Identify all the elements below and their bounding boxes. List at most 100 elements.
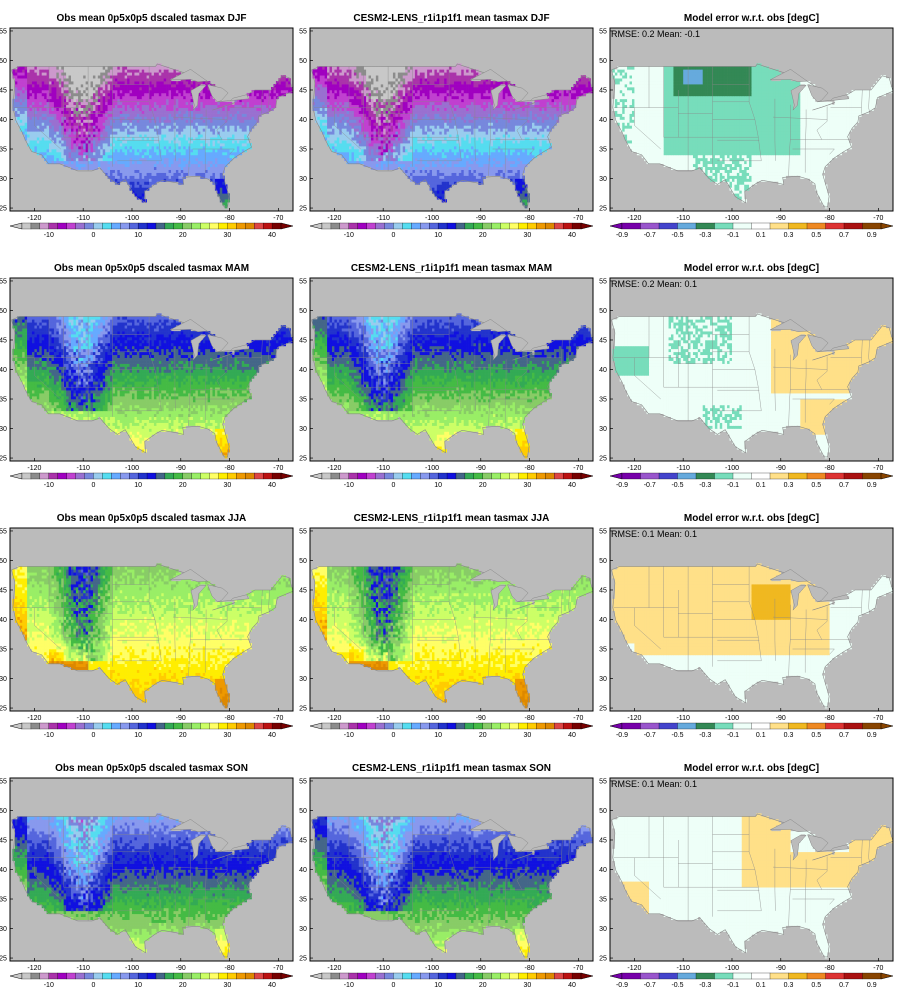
temperature-colorbar-swatch: [120, 223, 129, 229]
temperature-colorbar-swatch: [40, 223, 49, 229]
lat-tick-label: 50: [299, 808, 307, 815]
temperature-colorbar-swatch: [527, 723, 536, 729]
error-colorbar-label: 0.5: [811, 482, 821, 489]
temperature-colorbar-swatch: [58, 223, 67, 229]
temperature-colorbar-swatch: [456, 223, 465, 229]
error-colorbar-label: -0.3: [699, 482, 711, 489]
temperature-colorbar-swatch: [340, 723, 349, 729]
error-colorbar-swatch: [826, 973, 845, 979]
temperature-colorbar-swatch: [102, 723, 111, 729]
temperature-colorbar-swatch: [85, 223, 94, 229]
error-colorbar-swatch: [807, 473, 826, 479]
temperature-colorbar-swatch: [102, 473, 111, 479]
error-colorbar-swatch: [789, 223, 808, 229]
temperature-colorbar-swatch: [210, 223, 219, 229]
lon-tick-label: -110: [76, 465, 90, 472]
temperature-colorbar-swatch: [40, 973, 49, 979]
temperature-colorbar-swatch: [465, 473, 474, 479]
error-colorbar-swatch: [770, 473, 789, 479]
lat-tick-label: 55: [0, 778, 7, 785]
temperature-colorbar-swatch: [349, 223, 358, 229]
lat-tick-label: 55: [299, 278, 307, 285]
temperature-colorbar-swatch: [22, 473, 31, 479]
error-colorbar-high-extension: [881, 973, 893, 979]
error-colorbar-swatch: [622, 973, 641, 979]
lat-tick-label: 35: [299, 147, 307, 154]
temperature-colorbar-swatch: [563, 723, 572, 729]
lon-tick-label: -70: [873, 715, 883, 722]
temperature-colorbar-swatch: [429, 223, 438, 229]
lon-tick-label: -100: [125, 465, 139, 472]
temperature-colorbar-swatch: [385, 723, 394, 729]
error-colorbar-swatch: [696, 973, 715, 979]
temperature-colorbar-swatch: [174, 973, 183, 979]
error-colorbar-label: 0.1: [756, 232, 766, 239]
temperature-colorbar-swatch: [58, 973, 67, 979]
error-colorbar-label: 0.1: [756, 982, 766, 989]
lon-tick-label: -80: [825, 215, 835, 222]
error-colorbar-label: 0.3: [784, 482, 794, 489]
lat-tick-label: 25: [599, 956, 607, 963]
lat-tick-label: 30: [599, 676, 607, 683]
temperature-colorbar-swatch: [49, 473, 58, 479]
panel-title: Obs mean 0p5x0p5 dscaled tasmax SON: [55, 763, 248, 774]
temperature-colorbar-label: 0: [91, 482, 95, 489]
temperature-colorbar-swatch: [474, 723, 483, 729]
temperature-colorbar-swatch: [492, 723, 501, 729]
temperature-colorbar-swatch: [245, 723, 254, 729]
temperature-colorbar-label: 40: [268, 732, 276, 739]
panel-title: CESM2-LENS_r1i1p1f1 mean tasmax SON: [352, 763, 551, 774]
temperature-colorbar-label: 0: [91, 232, 95, 239]
temperature-colorbar-swatch: [138, 223, 147, 229]
lat-tick-label: 30: [599, 426, 607, 433]
temperature-colorbar-swatch: [201, 473, 210, 479]
lat-tick-label: 50: [599, 308, 607, 315]
temperature-colorbar-swatch: [367, 723, 376, 729]
temperature-colorbar-label: 0: [91, 732, 95, 739]
temperature-colorbar-swatch: [402, 973, 411, 979]
panel-title: Model error w.r.t. obs [degC]: [684, 763, 819, 774]
error-colorbar-swatch: [678, 473, 697, 479]
temperature-colorbar-swatch: [111, 223, 120, 229]
temperature-colorbar-swatch: [227, 723, 236, 729]
temperature-colorbar-high-extension: [581, 223, 593, 229]
error-colorbar-swatch: [678, 973, 697, 979]
error-colorbar-swatch: [641, 223, 660, 229]
lat-tick-label: 55: [0, 278, 7, 285]
lat-tick-label: 45: [599, 837, 607, 844]
lon-tick-label: -90: [476, 715, 486, 722]
temperature-colorbar-high-extension: [281, 973, 293, 979]
lat-tick-label: 35: [0, 647, 7, 654]
error-colorbar-label: 0.3: [784, 732, 794, 739]
temperature-colorbar: -10 0 10 20 30 40: [10, 223, 293, 239]
temperature-colorbar-label: 0: [91, 982, 95, 989]
error-colorbar-swatch: [696, 473, 715, 479]
lon-tick-label: -80: [525, 965, 535, 972]
temperature-colorbar-swatch: [93, 473, 102, 479]
temperature-colorbar-swatch: [527, 473, 536, 479]
temperature-colorbar-label: -10: [44, 982, 54, 989]
temperature-colorbar-label: 10: [134, 982, 142, 989]
temperature-colorbar-swatch: [227, 973, 236, 979]
temperature-colorbar-swatch: [201, 223, 210, 229]
lon-tick-label: -80: [825, 965, 835, 972]
temperature-colorbar-label: 20: [479, 232, 487, 239]
lat-tick-label: 50: [299, 58, 307, 65]
temperature-colorbar-swatch: [367, 223, 376, 229]
temperature-colorbar-swatch: [456, 723, 465, 729]
temperature-colorbar-swatch: [93, 723, 102, 729]
temperature-colorbar-swatch: [393, 723, 402, 729]
temperature-colorbar-swatch: [518, 973, 527, 979]
panel-title: Model error w.r.t. obs [degC]: [684, 513, 819, 524]
lat-tick-label: 45: [599, 587, 607, 594]
lat-tick-label: 25: [0, 706, 7, 713]
error-colorbar-label: -0.1: [727, 232, 739, 239]
temperature-colorbar-swatch: [572, 973, 581, 979]
temperature-colorbar-swatch: [272, 973, 281, 979]
lon-tick-label: -120: [627, 965, 641, 972]
error-colorbar-swatch: [770, 973, 789, 979]
error-colorbar-label: -0.5: [671, 732, 683, 739]
